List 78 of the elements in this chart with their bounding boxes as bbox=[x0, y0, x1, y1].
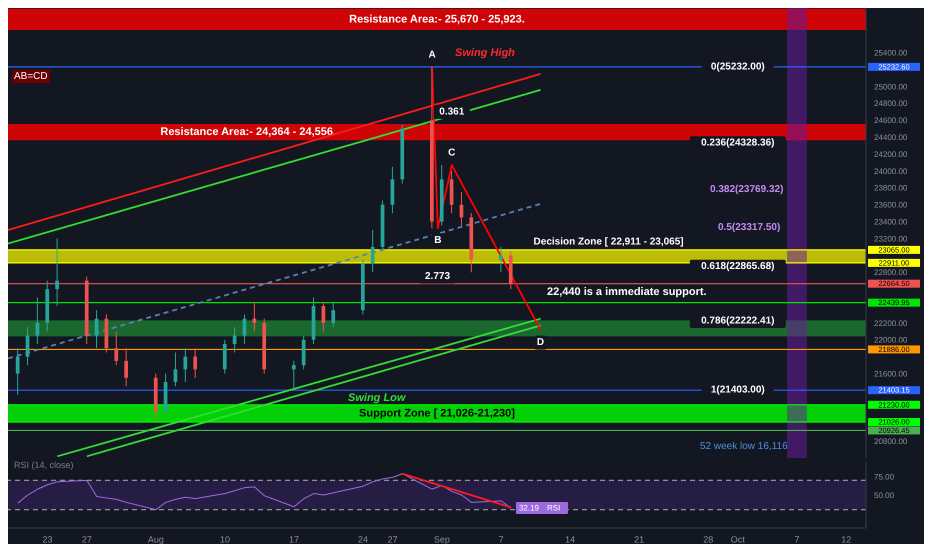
candlestick bbox=[26, 326, 30, 366]
band-label: Decision Zone [ 22,911 - 23,065] bbox=[534, 236, 684, 248]
y-tick-label: 22000.00 bbox=[874, 336, 908, 345]
annotation: Swing Low bbox=[347, 391, 407, 405]
candlestick bbox=[370, 230, 375, 273]
x-tick-label: 7 bbox=[794, 534, 800, 544]
y-tick-label: 25000.00 bbox=[874, 82, 908, 92]
x-tick-label: 23 bbox=[42, 534, 52, 544]
candlestick bbox=[193, 348, 198, 378]
candlestick bbox=[242, 314, 246, 345]
y-tick-label: 50.00 bbox=[874, 490, 895, 500]
candlestick bbox=[183, 348, 188, 383]
candlestick bbox=[16, 348, 20, 396]
annotation: AB=CD bbox=[12, 70, 50, 83]
annotation: D bbox=[536, 337, 544, 348]
candlestick bbox=[322, 301, 326, 332]
annotation: A bbox=[428, 49, 436, 60]
x-tick-label: 21 bbox=[634, 534, 644, 544]
annotation: B bbox=[434, 234, 442, 246]
y-tick-label: 20800.00 bbox=[874, 436, 908, 446]
band-label: Resistance Area:- 25,670 - 25,923. bbox=[349, 13, 525, 26]
annotation: 52 week low 16,116 bbox=[699, 440, 789, 453]
band-label: Support Zone [ 21,026-21,230] bbox=[359, 407, 516, 420]
x-tick-label: 28 bbox=[703, 534, 714, 544]
x-tick-label: Oct bbox=[730, 534, 746, 544]
candlestick bbox=[55, 238, 59, 307]
y-tick-label: 24400.00 bbox=[874, 133, 908, 142]
candlestick bbox=[124, 348, 128, 387]
y-tick-label: 24600.00 bbox=[874, 116, 908, 126]
x-tick-label: Aug bbox=[148, 534, 164, 544]
text: RSI bbox=[546, 504, 560, 513]
candlestick bbox=[331, 301, 336, 328]
x-tick-label: 24 bbox=[358, 534, 368, 544]
chart-title: RSI (14, close) bbox=[14, 460, 74, 470]
candlestick bbox=[252, 301, 256, 332]
y-tick-label: 23200.00 bbox=[874, 234, 908, 244]
annotation: 0.786(22222.41) bbox=[701, 316, 774, 327]
band-label: Resistance Area:- 24,364 - 24,556. bbox=[160, 126, 336, 138]
candlestick bbox=[114, 330, 118, 366]
x-tick-label: 10 bbox=[220, 534, 230, 544]
x-tick-label: 14 bbox=[565, 534, 576, 544]
annotation: 0.382(23769.32) bbox=[709, 183, 784, 196]
x-tick-label: 7 bbox=[498, 534, 504, 544]
x-tick-label: 27 bbox=[82, 534, 92, 544]
annotation: 2.773 bbox=[425, 270, 450, 282]
annotation: 22,440 is a immediate support. bbox=[546, 285, 708, 299]
x-tick-label: Sep bbox=[434, 534, 450, 544]
x-tick-label: 12 bbox=[841, 534, 852, 544]
y-tick-label: 22800.00 bbox=[874, 268, 908, 278]
annotation: 0.618(22865.68) bbox=[701, 261, 774, 272]
annotation: 0.236(24328.36) bbox=[701, 138, 774, 149]
y-tick-label: 22200.00 bbox=[874, 318, 908, 328]
candlestick bbox=[36, 297, 40, 345]
x-tick-label: 27 bbox=[388, 534, 398, 544]
y-tick-label: 75.00 bbox=[874, 472, 895, 482]
line-series bbox=[17, 473, 512, 510]
candlestick bbox=[174, 352, 178, 387]
candlestick bbox=[460, 192, 464, 226]
candlestick bbox=[292, 360, 296, 391]
candlestick bbox=[232, 326, 236, 353]
y-tick-label: 23800.00 bbox=[874, 184, 908, 193]
annotation: 0(25232.00) bbox=[710, 61, 765, 72]
y-tick-label: 24800.00 bbox=[874, 99, 908, 108]
candlestick bbox=[499, 246, 503, 273]
y-tick-label: 25400.00 bbox=[874, 48, 908, 58]
annotation: C bbox=[448, 148, 456, 159]
annotation: 1(21403.00) bbox=[710, 384, 765, 396]
annotation: 0.5(23317.50) bbox=[717, 221, 782, 234]
y-tick-label: 24200.00 bbox=[874, 150, 908, 159]
annotation: Swing High bbox=[454, 46, 516, 60]
x-tick-label: 17 bbox=[288, 534, 300, 544]
candlestick bbox=[94, 310, 98, 349]
data-label: 32.19 bbox=[518, 504, 540, 513]
annotation: 0.361 bbox=[439, 106, 465, 118]
y-tick-label: 23600.00 bbox=[874, 200, 908, 210]
y-tick-label: 23400.00 bbox=[874, 217, 908, 226]
y-tick-label: 21600.00 bbox=[874, 369, 908, 378]
y-tick-label: 24000.00 bbox=[874, 166, 908, 176]
